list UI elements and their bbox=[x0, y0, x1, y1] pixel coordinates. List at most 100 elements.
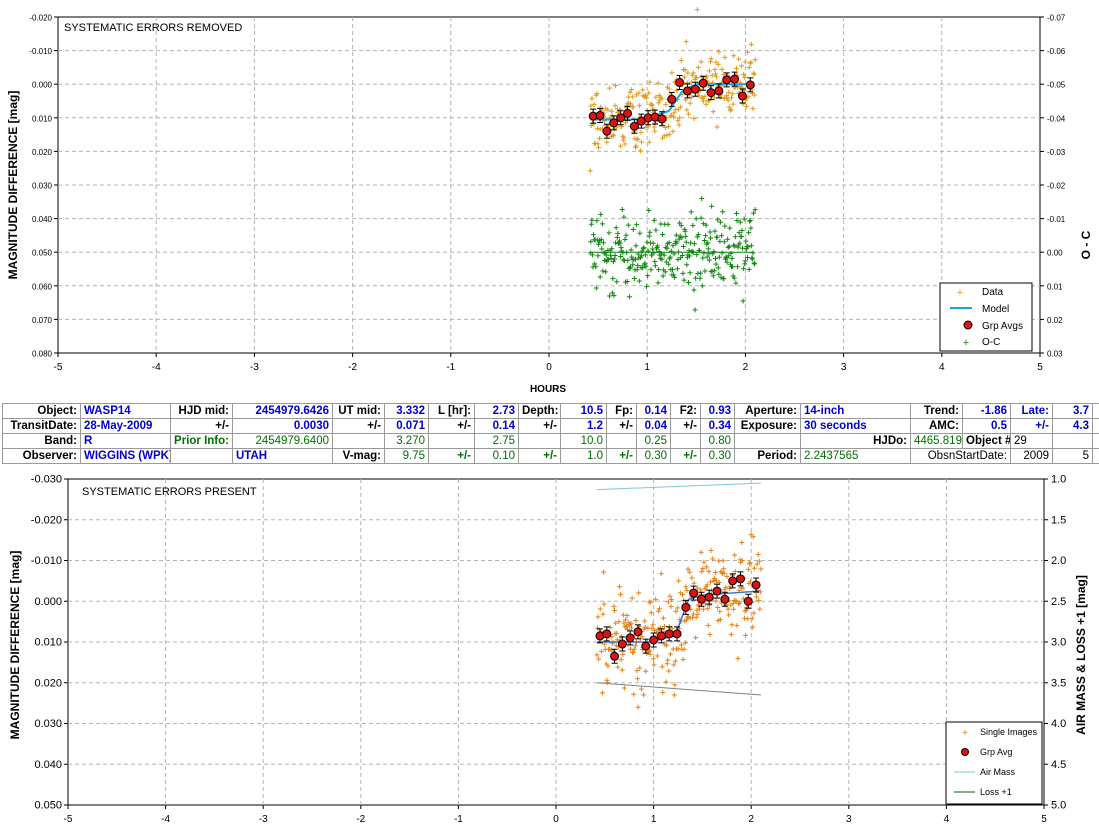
data-point bbox=[694, 7, 700, 13]
y2-tick-label: -0.07 bbox=[1047, 14, 1066, 23]
single-image-point bbox=[724, 573, 730, 579]
single-image-point bbox=[751, 565, 757, 571]
single-image-point bbox=[613, 620, 619, 626]
data-point bbox=[691, 116, 697, 122]
oc-point bbox=[621, 214, 627, 220]
single-image-point bbox=[693, 614, 699, 620]
value-v-err-1: 0.10 bbox=[474, 448, 519, 464]
single-image-point bbox=[683, 584, 689, 590]
single-image-point bbox=[647, 648, 653, 654]
oc-point bbox=[721, 239, 727, 245]
legend-label-data: Data bbox=[982, 287, 1004, 298]
oc-point bbox=[745, 244, 751, 250]
single-image-point bbox=[649, 625, 655, 631]
oc-point bbox=[727, 225, 733, 231]
value-v-err-2: 1.0 bbox=[560, 448, 607, 464]
grp-avg-bottom bbox=[595, 571, 761, 664]
single-image-point bbox=[609, 634, 615, 640]
oc-point bbox=[697, 275, 703, 281]
oc-point bbox=[679, 253, 685, 259]
data-point bbox=[676, 106, 682, 112]
oc-point bbox=[588, 239, 594, 245]
legend-label-loss: Loss +1 bbox=[980, 787, 1012, 797]
grp-avg-point bbox=[616, 113, 626, 123]
oc-point bbox=[729, 255, 735, 261]
oc-point bbox=[622, 237, 628, 243]
single-image-point bbox=[687, 569, 693, 575]
oc-point bbox=[715, 265, 721, 271]
oc-point bbox=[680, 270, 686, 276]
oc-point bbox=[633, 243, 639, 249]
oc-point bbox=[667, 254, 673, 260]
oc-point bbox=[711, 268, 717, 274]
empty-cell bbox=[1052, 433, 1093, 449]
single-image-point bbox=[723, 584, 729, 590]
y-tick-label: 0.010 bbox=[34, 637, 62, 649]
oc-point bbox=[752, 207, 758, 213]
oc-point bbox=[609, 246, 615, 252]
single-image-point bbox=[631, 646, 637, 652]
oc-point bbox=[598, 211, 604, 217]
single-image-point bbox=[630, 649, 636, 655]
single-image-point bbox=[700, 606, 706, 612]
single-image-point bbox=[705, 606, 711, 612]
oc-point bbox=[655, 280, 661, 286]
label-period: Period: bbox=[734, 448, 801, 464]
oc-point bbox=[712, 256, 718, 262]
oc-point bbox=[724, 259, 730, 265]
oc-point bbox=[731, 242, 737, 248]
oc-point bbox=[651, 217, 657, 223]
single-image-point bbox=[691, 611, 697, 617]
airmass-loss-lines bbox=[596, 482, 761, 696]
oc-point bbox=[647, 229, 653, 235]
data-point bbox=[610, 133, 616, 139]
single-image-point bbox=[596, 656, 602, 662]
oc-point bbox=[645, 273, 651, 279]
single-image-point bbox=[667, 651, 673, 657]
oc-point bbox=[678, 223, 684, 229]
oc-point bbox=[737, 219, 743, 225]
grp-avg-point bbox=[720, 594, 730, 604]
data-point bbox=[689, 72, 695, 78]
oc-point bbox=[595, 253, 601, 259]
grp-avg-point bbox=[672, 629, 682, 639]
data-point bbox=[698, 59, 704, 65]
oc-point bbox=[603, 269, 609, 275]
oc-point bbox=[687, 270, 693, 276]
data-point bbox=[741, 72, 747, 78]
oc-point bbox=[614, 279, 620, 285]
oc-point bbox=[637, 230, 643, 236]
single-image-point bbox=[700, 565, 706, 571]
single-image-point bbox=[675, 605, 681, 611]
oc-point bbox=[642, 260, 648, 266]
oc-point bbox=[719, 250, 725, 256]
oc-point bbox=[593, 264, 599, 270]
oc-point bbox=[663, 244, 669, 250]
value-band: R bbox=[80, 433, 171, 449]
grp-avg-point bbox=[737, 91, 747, 101]
single-image-point bbox=[648, 610, 654, 616]
single-image-point bbox=[734, 623, 740, 629]
value-location: UTAH bbox=[232, 448, 333, 464]
single-image-point bbox=[657, 606, 663, 612]
data-point bbox=[666, 86, 672, 92]
x-tick-label: 4 bbox=[944, 814, 950, 825]
y2-tick-label: 0.01 bbox=[1047, 282, 1063, 291]
label-hjdo: HJDo: bbox=[800, 433, 911, 449]
value-depth-err: 1.2 bbox=[560, 418, 607, 434]
data-point bbox=[662, 124, 668, 130]
y-tick-label: 0.000 bbox=[34, 596, 62, 608]
oc-point bbox=[600, 240, 606, 246]
oc-point bbox=[610, 276, 616, 282]
label-aperture: Aperture: bbox=[734, 403, 801, 419]
data-point bbox=[610, 132, 616, 138]
single-image-point bbox=[712, 570, 718, 576]
single-image-point bbox=[658, 625, 664, 631]
y2-tick-label: 0.00 bbox=[1047, 249, 1063, 258]
oc-point bbox=[709, 203, 715, 209]
single-image-point bbox=[740, 585, 746, 591]
oc-point bbox=[605, 257, 611, 263]
single-image-point bbox=[633, 617, 639, 623]
x-tick-label: -2 bbox=[348, 362, 357, 373]
data-point bbox=[752, 57, 758, 63]
